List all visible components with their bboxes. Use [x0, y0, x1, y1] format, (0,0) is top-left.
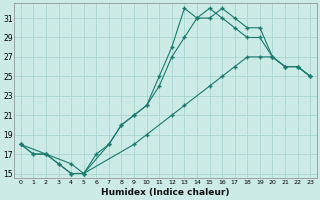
- X-axis label: Humidex (Indice chaleur): Humidex (Indice chaleur): [101, 188, 230, 197]
